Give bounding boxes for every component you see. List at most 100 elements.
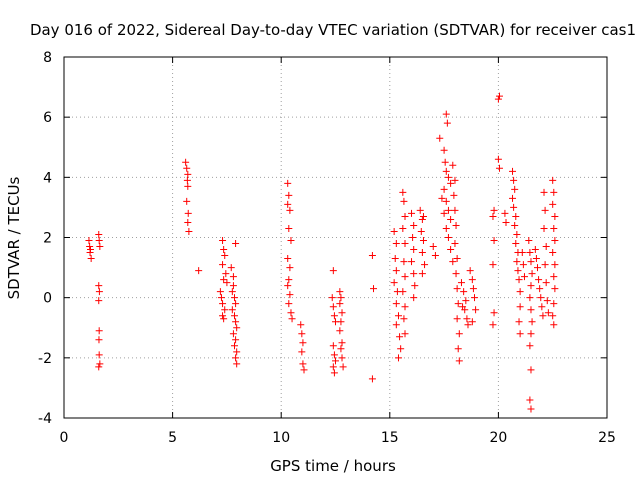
data-point	[287, 309, 295, 317]
data-point	[489, 261, 497, 269]
data-point	[494, 155, 502, 163]
y-tick-label: 8	[43, 50, 52, 66]
data-point	[399, 224, 407, 232]
data-point	[444, 206, 452, 214]
data-point	[527, 258, 535, 266]
data-point	[450, 191, 458, 199]
data-point	[520, 273, 528, 281]
data-point	[528, 270, 536, 278]
data-point	[232, 336, 240, 344]
data-point	[462, 297, 470, 305]
data-point	[454, 345, 462, 353]
data-point	[509, 167, 517, 175]
data-point	[286, 264, 294, 272]
data-point	[339, 363, 347, 371]
data-point	[368, 375, 376, 383]
data-point	[489, 212, 497, 220]
data-point	[370, 285, 378, 293]
data-point	[429, 243, 437, 251]
data-point	[233, 324, 241, 332]
data-point	[288, 315, 296, 323]
data-point	[538, 303, 546, 311]
data-point	[513, 258, 521, 266]
data-point	[95, 282, 103, 290]
data-point	[285, 224, 293, 232]
data-point	[527, 405, 535, 413]
data-point	[447, 246, 455, 254]
data-point	[526, 249, 534, 257]
data-point	[95, 351, 103, 359]
y-tick-labels: -4 -2 0 2 4 6 8	[38, 50, 52, 427]
data-point	[454, 300, 462, 308]
data-point	[221, 252, 229, 260]
data-point	[338, 309, 346, 317]
data-point	[183, 176, 191, 184]
data-point	[337, 345, 345, 353]
data-point	[447, 179, 455, 187]
data-point	[227, 264, 235, 272]
y-tick-label: 6	[43, 110, 52, 126]
data-point	[471, 294, 479, 302]
data-point	[440, 185, 448, 193]
data-point	[299, 339, 307, 347]
data-point	[222, 270, 230, 278]
data-point	[464, 321, 472, 329]
data-point	[416, 206, 424, 214]
data-point	[541, 206, 549, 214]
data-point	[337, 294, 345, 302]
data-point	[285, 276, 293, 284]
data-point	[453, 315, 461, 323]
data-point	[518, 249, 526, 257]
data-point	[96, 243, 104, 251]
data-point	[442, 224, 450, 232]
data-point	[399, 188, 407, 196]
data-point	[216, 288, 224, 296]
data-point	[185, 227, 193, 235]
data-point	[515, 276, 523, 284]
data-point	[228, 288, 236, 296]
data-point	[550, 321, 558, 329]
data-point	[330, 369, 338, 377]
y-tick-label: 2	[43, 231, 52, 247]
data-point	[219, 237, 227, 245]
data-point	[512, 240, 520, 248]
data-point	[436, 134, 444, 142]
data-point	[449, 161, 457, 169]
data-point	[231, 342, 239, 350]
data-point	[220, 315, 228, 323]
data-point	[549, 312, 557, 320]
data-point	[472, 306, 480, 314]
chart-title: Day 016 of 2022, Sidereal Day-to-day VTE…	[30, 21, 636, 39]
data-point	[452, 270, 460, 278]
data-point	[455, 357, 463, 365]
data-point	[551, 261, 559, 269]
data-point	[410, 246, 418, 254]
data-point	[419, 237, 427, 245]
data-point	[217, 294, 225, 302]
data-point	[452, 221, 460, 229]
data-point	[231, 294, 239, 302]
data-point	[536, 285, 544, 293]
data-point	[228, 306, 236, 314]
data-point	[338, 354, 346, 362]
data-point	[457, 279, 465, 287]
data-point	[336, 288, 344, 296]
data-point	[417, 227, 425, 235]
data-point	[336, 327, 344, 335]
data-point	[95, 336, 103, 344]
data-point	[539, 312, 547, 320]
data-point	[511, 185, 519, 193]
x-tick-label: 10	[272, 430, 290, 446]
data-point	[284, 255, 292, 263]
x-tick-label: 25	[598, 430, 616, 446]
data-point	[550, 188, 558, 196]
data-point	[231, 312, 239, 320]
y-tick-label: -2	[38, 351, 52, 367]
data-point	[220, 276, 228, 284]
data-point	[460, 288, 468, 296]
data-point	[391, 255, 399, 263]
data-point	[540, 224, 548, 232]
data-point	[551, 285, 559, 293]
data-point	[184, 182, 192, 190]
